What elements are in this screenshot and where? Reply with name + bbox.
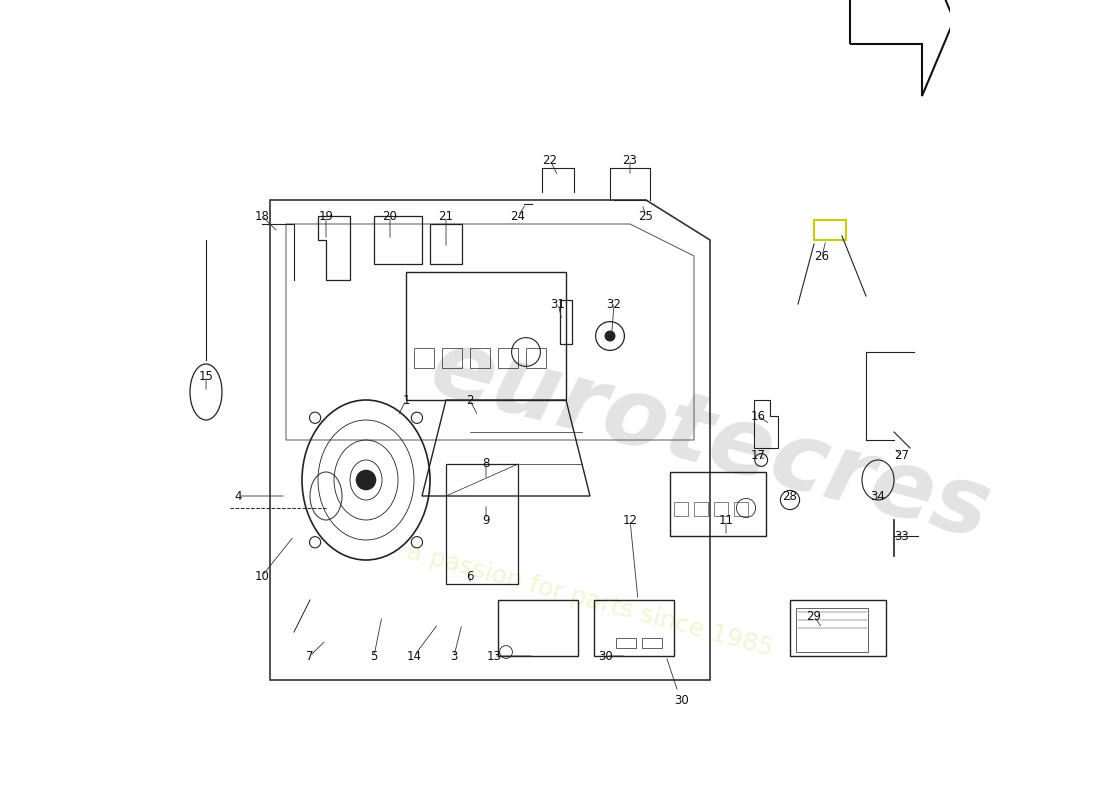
Text: 8: 8 <box>482 458 490 470</box>
Text: 13: 13 <box>486 650 502 662</box>
Circle shape <box>605 331 615 341</box>
Text: 14: 14 <box>407 650 421 662</box>
Text: 30: 30 <box>598 650 614 662</box>
Text: 2: 2 <box>466 394 474 406</box>
Text: 16: 16 <box>750 410 766 422</box>
Text: 32: 32 <box>606 298 621 310</box>
Text: 34: 34 <box>870 490 886 502</box>
Text: 4: 4 <box>234 490 242 502</box>
Text: 10: 10 <box>254 570 270 582</box>
Text: a passion for parts since 1985: a passion for parts since 1985 <box>404 539 776 661</box>
Text: 22: 22 <box>542 154 558 166</box>
Text: 5: 5 <box>371 650 377 662</box>
Text: 21: 21 <box>439 210 453 222</box>
Text: 33: 33 <box>894 530 910 542</box>
Text: 17: 17 <box>750 450 766 462</box>
Text: 30: 30 <box>674 694 690 706</box>
Text: 31: 31 <box>551 298 565 310</box>
Circle shape <box>356 470 375 490</box>
Text: eurotecres: eurotecres <box>420 321 1000 559</box>
Text: 27: 27 <box>894 450 910 462</box>
Text: 28: 28 <box>782 490 797 502</box>
Text: 1: 1 <box>403 394 409 406</box>
Text: 18: 18 <box>254 210 270 222</box>
Text: 23: 23 <box>623 154 637 166</box>
Text: 6: 6 <box>466 570 474 582</box>
Text: 29: 29 <box>806 610 822 622</box>
Text: 11: 11 <box>718 514 734 526</box>
Text: 24: 24 <box>510 210 526 222</box>
Text: 12: 12 <box>623 514 638 526</box>
Text: 7: 7 <box>306 650 313 662</box>
Text: 9: 9 <box>482 514 490 526</box>
Text: 15: 15 <box>199 370 213 382</box>
Text: 3: 3 <box>450 650 458 662</box>
Text: 26: 26 <box>814 250 829 262</box>
Text: 19: 19 <box>319 210 333 222</box>
Text: 20: 20 <box>383 210 397 222</box>
Text: 25: 25 <box>639 210 653 222</box>
